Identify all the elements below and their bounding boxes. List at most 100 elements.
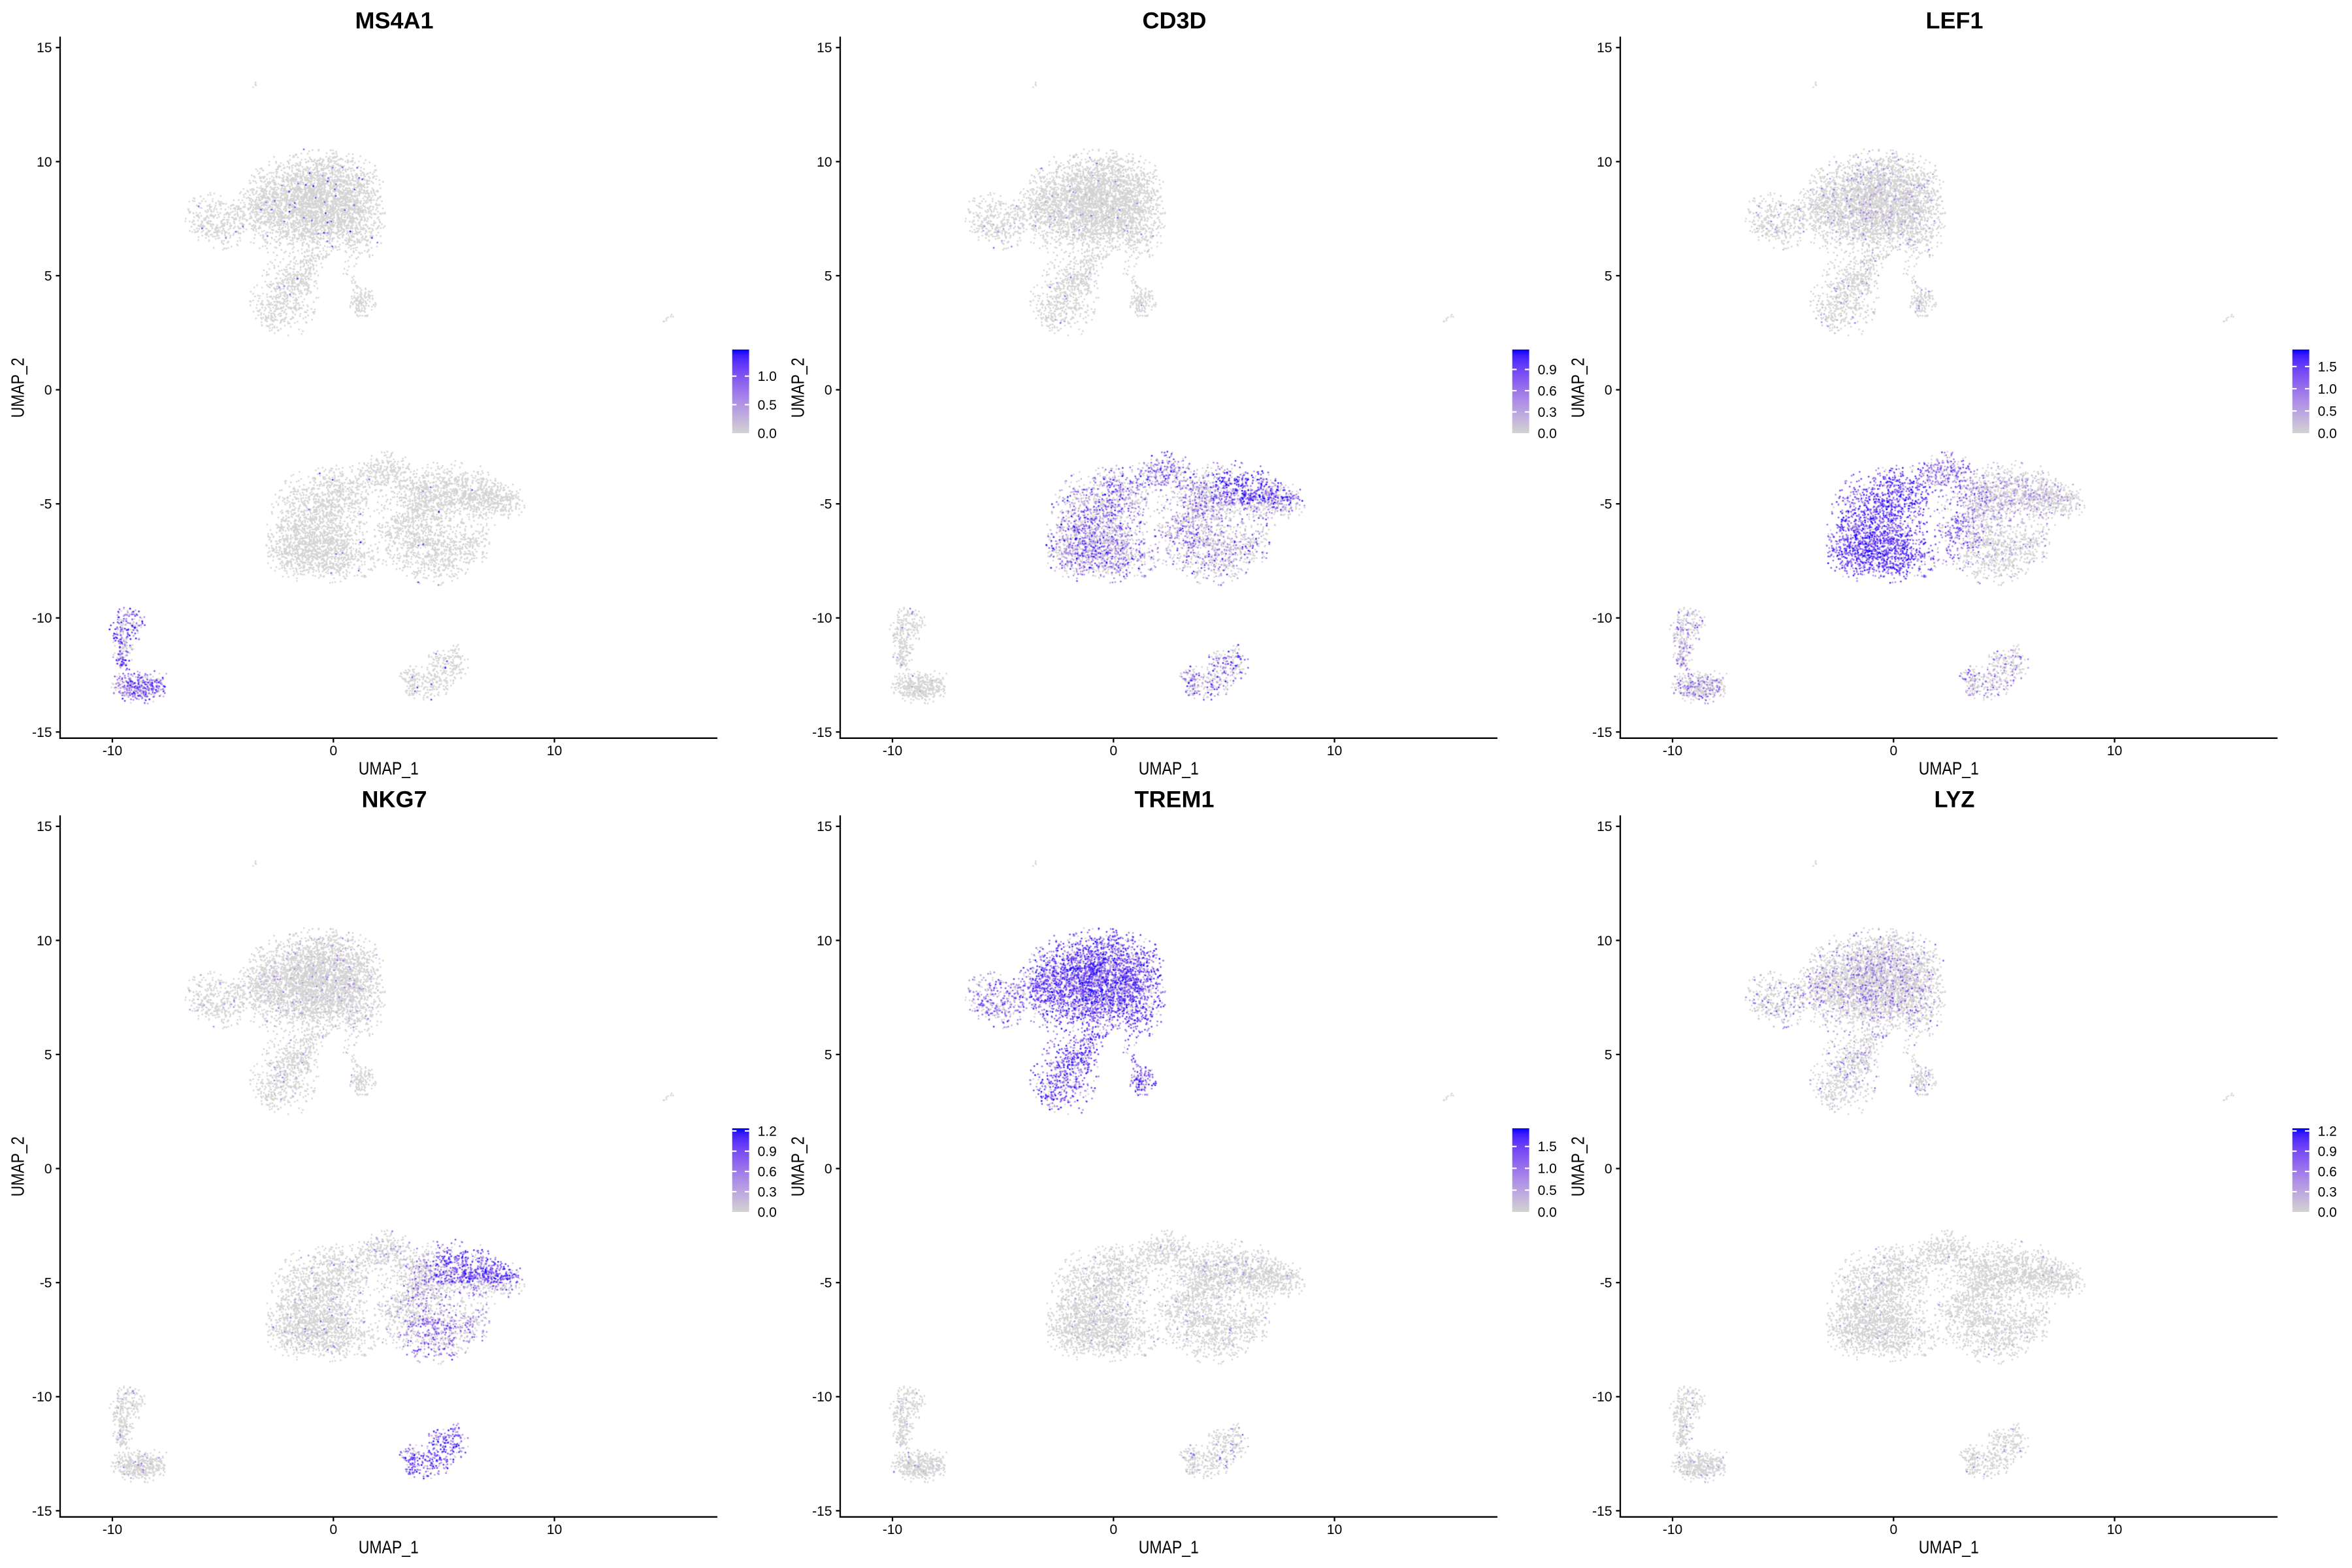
svg-text:-10: -10: [103, 743, 122, 759]
svg-text:MS4A1: MS4A1: [355, 8, 434, 33]
svg-text:0: 0: [1605, 1162, 1612, 1177]
svg-text:5: 5: [1605, 269, 1612, 284]
svg-text:15: 15: [37, 41, 52, 56]
svg-text:TREM1: TREM1: [1135, 787, 1215, 812]
svg-text:-5: -5: [820, 497, 832, 512]
svg-text:UMAP_1: UMAP_1: [1919, 759, 1979, 779]
svg-text:0: 0: [1889, 1522, 1897, 1537]
svg-text:10: 10: [547, 1522, 562, 1537]
svg-text:10: 10: [37, 934, 52, 949]
svg-text:-5: -5: [40, 497, 52, 512]
svg-text:UMAP_1: UMAP_1: [1919, 1537, 1979, 1558]
svg-text:-10: -10: [1663, 1522, 1682, 1537]
svg-text:5: 5: [825, 269, 832, 284]
svg-text:0.9: 0.9: [758, 1144, 777, 1159]
svg-text:-10: -10: [1592, 611, 1612, 626]
svg-text:UMAP_1: UMAP_1: [359, 759, 419, 779]
svg-text:0: 0: [44, 383, 52, 398]
svg-text:0: 0: [329, 1522, 337, 1537]
svg-text:10: 10: [1597, 155, 1612, 170]
svg-text:0: 0: [1605, 383, 1612, 398]
svg-text:UMAP_2: UMAP_2: [788, 358, 808, 418]
svg-text:-10: -10: [32, 1390, 52, 1405]
svg-text:-15: -15: [812, 1504, 832, 1519]
svg-text:UMAP_2: UMAP_2: [1568, 358, 1588, 418]
svg-text:0.3: 0.3: [758, 1184, 777, 1200]
svg-text:0.5: 0.5: [2318, 404, 2337, 419]
svg-text:10: 10: [817, 155, 832, 170]
svg-text:10: 10: [1327, 743, 1342, 759]
svg-text:0.6: 0.6: [2318, 1164, 2337, 1179]
svg-text:0.5: 0.5: [758, 398, 777, 413]
svg-text:0.0: 0.0: [758, 426, 777, 441]
svg-text:-10: -10: [1663, 743, 1682, 759]
svg-text:15: 15: [37, 819, 52, 834]
svg-text:0.3: 0.3: [2318, 1184, 2337, 1200]
svg-text:10: 10: [547, 743, 562, 759]
svg-text:-5: -5: [820, 1276, 832, 1291]
svg-text:0.3: 0.3: [1538, 405, 1557, 420]
svg-text:15: 15: [1597, 41, 1612, 56]
svg-text:0: 0: [329, 743, 337, 759]
svg-text:0: 0: [1889, 743, 1897, 759]
svg-text:10: 10: [1597, 934, 1612, 949]
svg-text:-10: -10: [103, 1522, 122, 1537]
svg-text:5: 5: [44, 269, 52, 284]
svg-text:5: 5: [44, 1047, 52, 1062]
svg-text:-10: -10: [1592, 1390, 1612, 1405]
svg-text:0.0: 0.0: [758, 1205, 777, 1220]
svg-text:10: 10: [2107, 1522, 2122, 1537]
svg-text:-5: -5: [40, 1276, 52, 1291]
svg-text:0.5: 0.5: [1538, 1183, 1557, 1198]
svg-text:UMAP_2: UMAP_2: [8, 358, 28, 418]
svg-text:15: 15: [817, 41, 832, 56]
svg-text:5: 5: [1605, 1047, 1612, 1062]
svg-text:1.0: 1.0: [2318, 382, 2337, 397]
svg-text:LEF1: LEF1: [1926, 8, 1984, 33]
svg-text:UMAP_2: UMAP_2: [1568, 1137, 1588, 1197]
svg-text:10: 10: [817, 934, 832, 949]
svg-text:UMAP_2: UMAP_2: [788, 1137, 808, 1197]
svg-text:-15: -15: [1592, 1504, 1612, 1519]
svg-text:1.2: 1.2: [2318, 1124, 2337, 1139]
svg-text:0.0: 0.0: [2318, 1205, 2337, 1220]
svg-text:10: 10: [37, 155, 52, 170]
svg-text:-10: -10: [812, 1390, 832, 1405]
svg-text:UMAP_2: UMAP_2: [8, 1137, 28, 1197]
svg-text:0.0: 0.0: [1538, 1205, 1557, 1220]
svg-text:-5: -5: [1600, 1276, 1612, 1291]
svg-text:CD3D: CD3D: [1143, 8, 1207, 33]
svg-text:5: 5: [825, 1047, 832, 1062]
svg-text:-10: -10: [883, 743, 902, 759]
svg-text:-15: -15: [32, 725, 52, 740]
svg-text:0: 0: [1109, 1522, 1117, 1537]
svg-text:-15: -15: [32, 1504, 52, 1519]
svg-text:-5: -5: [1600, 497, 1612, 512]
svg-text:LYZ: LYZ: [1935, 787, 1975, 812]
svg-text:-10: -10: [32, 611, 52, 626]
svg-text:0.0: 0.0: [1538, 426, 1557, 441]
svg-text:0.0: 0.0: [2318, 426, 2337, 441]
svg-text:0: 0: [44, 1162, 52, 1177]
svg-text:0.9: 0.9: [1538, 363, 1557, 378]
svg-text:1.0: 1.0: [1538, 1162, 1557, 1177]
svg-text:-10: -10: [812, 611, 832, 626]
svg-text:-15: -15: [812, 725, 832, 740]
svg-text:1.2: 1.2: [758, 1124, 777, 1139]
svg-text:0: 0: [825, 383, 832, 398]
svg-text:NKG7: NKG7: [362, 787, 427, 812]
svg-text:1.0: 1.0: [758, 369, 777, 384]
svg-text:-10: -10: [883, 1522, 902, 1537]
svg-text:1.5: 1.5: [2318, 359, 2337, 374]
svg-text:15: 15: [817, 819, 832, 834]
svg-text:0.6: 0.6: [1538, 384, 1557, 399]
svg-text:-15: -15: [1592, 725, 1612, 740]
svg-text:UMAP_1: UMAP_1: [359, 1537, 419, 1558]
svg-text:0: 0: [1109, 743, 1117, 759]
svg-text:10: 10: [1327, 1522, 1342, 1537]
svg-text:0.9: 0.9: [2318, 1144, 2337, 1159]
svg-text:UMAP_1: UMAP_1: [1139, 759, 1199, 779]
svg-text:1.5: 1.5: [1538, 1139, 1557, 1154]
svg-text:0: 0: [825, 1162, 832, 1177]
svg-text:10: 10: [2107, 743, 2122, 759]
